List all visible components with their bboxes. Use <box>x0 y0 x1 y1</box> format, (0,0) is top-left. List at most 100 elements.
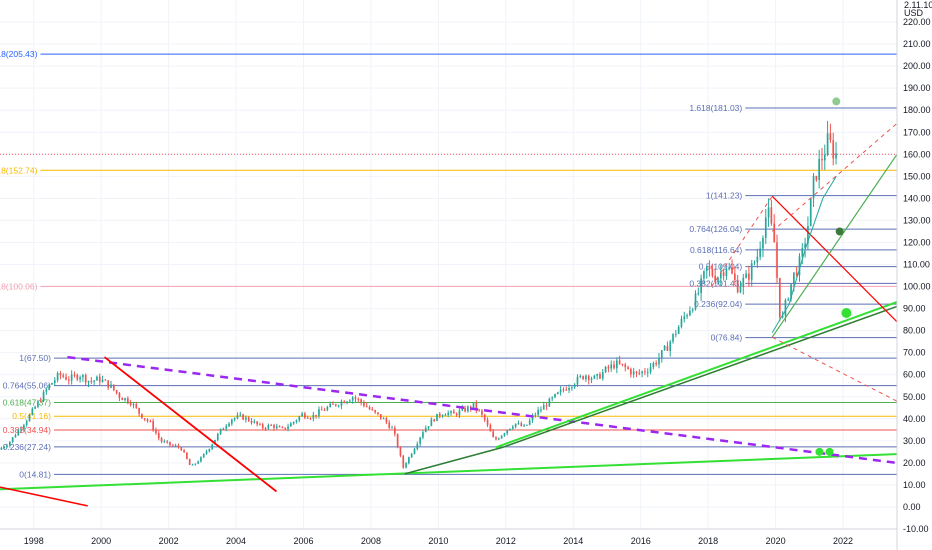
candle-body <box>433 419 436 421</box>
candle-body <box>236 415 239 419</box>
trendline-green-2011-support[interactable] <box>495 301 898 449</box>
candle-body <box>419 437 421 444</box>
trendline-red-dashed-2018-rise[interactable] <box>711 195 773 287</box>
fib-level-label: 0.618(116.64) <box>690 245 742 255</box>
fib-level-label: 0.236(27.24) <box>3 442 51 452</box>
candle-body <box>174 445 177 447</box>
candle-body <box>452 411 455 414</box>
trendline-dark-green-2009-channel[interactable] <box>404 305 898 475</box>
candle-body <box>312 414 315 419</box>
candle-body <box>585 375 587 380</box>
candle-body <box>228 423 230 427</box>
candle-body <box>79 377 81 380</box>
candle-body <box>624 364 627 368</box>
candle-body <box>652 362 655 368</box>
fib-level-label: 0.236(92.04) <box>694 299 742 309</box>
y-tick-label: 50.00 <box>903 392 926 402</box>
x-tick-label: 2014 <box>563 536 583 546</box>
candle-body <box>301 413 303 417</box>
candle-body <box>152 421 154 430</box>
candle-body <box>53 380 56 384</box>
candle-body <box>520 423 523 427</box>
candle-body <box>93 380 95 382</box>
candle-body <box>509 428 511 431</box>
fib-level-label: 2.618(152.74) <box>0 165 38 175</box>
candle-body <box>632 371 635 375</box>
x-tick-label: 2010 <box>428 536 448 546</box>
candle-body <box>278 426 281 428</box>
candle-body <box>767 207 770 218</box>
candle-body <box>34 406 36 409</box>
candle-body <box>686 315 688 317</box>
candle-body <box>734 273 736 280</box>
candle-body <box>717 278 719 282</box>
markers <box>815 97 852 456</box>
candle-body <box>700 278 702 294</box>
candle-body <box>590 378 593 381</box>
y-tick-label: 220.00 <box>903 17 931 27</box>
candle-body <box>73 374 76 376</box>
candle-body <box>464 408 466 412</box>
candle-body <box>495 437 497 440</box>
candle-body <box>618 360 621 364</box>
candle-body <box>481 410 483 415</box>
candle-body <box>776 242 778 278</box>
candle-body <box>115 390 118 394</box>
candle-body <box>711 268 714 276</box>
fib-level-label: 1(67.50) <box>19 353 51 363</box>
candle-body <box>703 271 705 279</box>
trendline-red-dashed-channel-upper[interactable] <box>771 123 898 232</box>
trendlines[interactable] <box>0 123 898 507</box>
marker-dot <box>835 227 844 236</box>
candle-body <box>759 248 761 257</box>
candle-body <box>292 421 295 424</box>
candle-body <box>795 272 798 276</box>
candle-body <box>337 405 340 407</box>
candle-body <box>753 262 756 264</box>
candle-body <box>323 409 326 411</box>
candle-body <box>371 409 374 411</box>
candle-body <box>680 318 683 327</box>
y-axis[interactable]: -10.00 0.00 10.00 20.00 30.00 40.00 50.00 60.00… <box>903 17 931 534</box>
candle-body <box>568 388 570 391</box>
candle-body <box>256 421 258 425</box>
candle-body <box>194 463 197 465</box>
candle-body <box>48 384 51 390</box>
candle-body <box>826 133 829 156</box>
x-axis[interactable]: 1998 2000 2002 2004 2006 2008 2010 2012 2014 2016… <box>24 536 853 546</box>
y-tick-label: 150.00 <box>903 171 931 181</box>
candle-body <box>745 273 747 278</box>
candle-body <box>107 380 110 388</box>
candle-body <box>163 441 166 443</box>
trendline-red-2000-downtrend[interactable] <box>103 356 278 493</box>
marker-dot <box>825 447 834 456</box>
candle-body <box>230 419 233 424</box>
fib-level-label: 0(76.84) <box>711 333 743 343</box>
candle-body <box>565 389 568 391</box>
candle-body <box>118 393 121 398</box>
candle-body <box>253 421 256 423</box>
candle-body <box>793 272 795 285</box>
fibonacci-levels[interactable]: 3.618(205.43) 2.618(152.74) 1.618(100.06) 1… <box>0 49 897 479</box>
candle-body <box>405 463 407 468</box>
trendline-red-2020-downtrend[interactable] <box>771 195 898 323</box>
y-tick-label: 30.00 <box>903 436 926 446</box>
trendline-teal-moving-average[interactable] <box>771 176 837 334</box>
candle-body <box>548 398 551 407</box>
trendline-green-2020-uptrend[interactable] <box>771 153 898 338</box>
candle-body <box>284 427 287 429</box>
trendline-red-short-bottom[interactable] <box>0 486 88 507</box>
marker-dot <box>815 447 824 456</box>
candle-body <box>500 435 503 439</box>
y-tick-label: 40.00 <box>903 414 926 424</box>
candle-body <box>750 263 753 280</box>
candle-body <box>388 422 391 428</box>
candle-body <box>354 397 357 399</box>
trendline-long-support[interactable] <box>0 453 898 491</box>
candle-body <box>124 398 126 401</box>
candle-body <box>503 433 506 436</box>
candle-body <box>177 445 180 448</box>
candle-body <box>225 426 228 429</box>
